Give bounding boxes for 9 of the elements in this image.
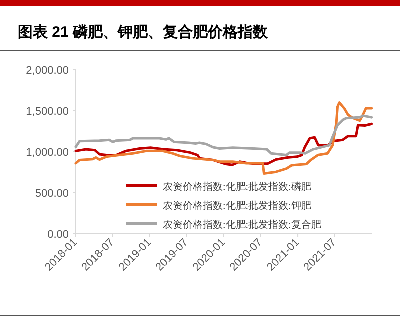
y-tick-label: 0.00 bbox=[48, 229, 69, 241]
y-tick-label: 1,000.00 bbox=[26, 147, 69, 159]
legend-label: 农资价格指数:化肥:批发指数:磷肥 bbox=[163, 181, 312, 193]
y-tick-label: 500.00 bbox=[35, 188, 69, 200]
y-tick-label: 2,000.00 bbox=[26, 65, 69, 77]
chart-title: 图表 21 磷肥、钾肥、复合肥价格指数 bbox=[18, 24, 270, 41]
y-tick-label: 1,500.00 bbox=[26, 106, 69, 118]
legend-label: 农资价格指数:化肥:批发指数:钾肥 bbox=[163, 200, 312, 212]
legend-label: 农资价格指数:化肥:批发指数:复合肥 bbox=[163, 219, 322, 231]
